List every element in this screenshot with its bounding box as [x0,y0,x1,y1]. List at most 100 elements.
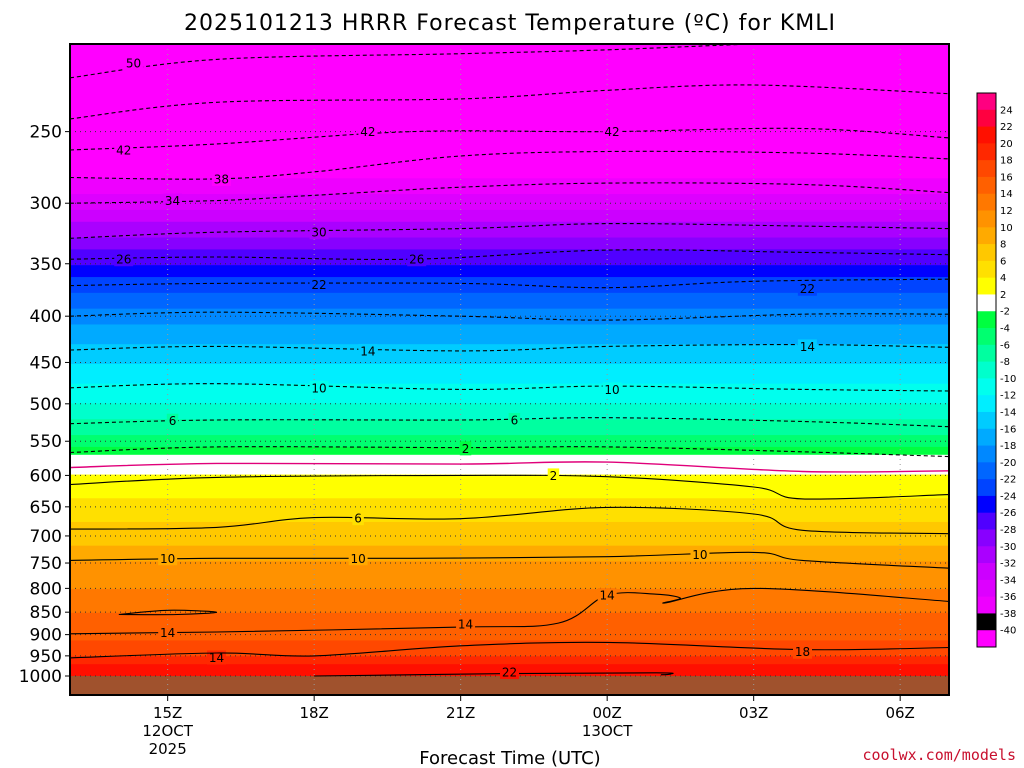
y-tick-label: 250 [30,123,62,143]
temperature-band [70,44,949,49]
temperature-band [70,71,949,77]
temperature-band [70,134,949,140]
colorbar-swatch [977,109,996,127]
colorbar-swatch [977,411,996,430]
temperature-band [70,178,949,183]
temperature-band [70,344,949,349]
colorbar-tick-label: 14 [1000,189,1013,200]
contour-line [70,506,949,535]
temperature-band [70,308,949,314]
temperature-band [70,281,949,286]
contour-label-bg [797,339,817,354]
temperature-band [70,166,949,171]
temperature-band [70,628,949,634]
temperature-band [70,320,949,326]
colorbar-tick-label: 24 [1000,105,1013,116]
temperature-band [70,190,949,195]
contour-label: 18 [795,645,810,659]
temperature-band [70,170,949,175]
temperature-band [70,229,949,235]
temperature-band [70,348,949,353]
contour-label-bg [114,252,134,267]
temperature-band [70,292,949,298]
colorbar-tick-label: -36 [1000,592,1016,603]
contour-label: 42 [116,144,131,158]
colorbar-tick-label: -40 [1000,626,1016,637]
contour-line [70,311,949,321]
temperature-band [70,490,949,495]
temperature-band [70,470,949,476]
temperature-band [70,205,949,211]
temperature-band [70,312,949,318]
temperature-band [70,442,949,448]
colorbar-swatch [977,479,996,497]
contour-label: 10 [692,548,707,562]
temperature-band [70,130,949,136]
temperature-band [70,249,949,254]
colorbar-swatch [977,546,996,564]
temperature-band [70,340,949,345]
colorbar: -40-38-36-34-32-30-28-26-24-22-20-18-16-… [976,92,1016,648]
temperature-band [70,569,949,574]
x-tick-label: 06Z [885,704,914,722]
temperature-band [70,446,949,452]
temperature-band [70,111,949,116]
temperature-band [70,454,949,460]
colorbar-swatch [977,176,996,195]
colorbar-tick-label: -18 [1000,441,1016,452]
temperature-band [70,186,949,191]
contour-label: 30 [311,226,326,240]
colorbar-swatch [977,193,996,211]
temperature-band [70,450,949,456]
temperature-band [70,277,949,282]
contour-label-bg [459,441,472,456]
temperature-band [70,162,949,168]
colorbar-swatch [977,378,996,396]
contour-label-bg [309,225,329,240]
contour-label-bg [793,644,812,659]
temperature-band [70,589,949,594]
contour-label-bg [358,343,378,358]
colorbar-swatch [977,630,996,648]
colorbar-tick-label: -2 [1000,307,1010,318]
colorbar-swatch [977,260,996,279]
temperature-band [70,261,949,266]
y-tick-label: 600 [30,466,62,486]
contour-label-bg [123,56,143,71]
x-tick-label: 2025 [149,740,187,758]
colorbar-tick-label: -4 [1000,324,1010,335]
temperature-band [70,119,949,124]
contour-line [70,249,949,261]
x-tick-label: 21Z [446,704,475,722]
temperature-band [70,561,949,566]
colorbar-swatch [977,210,996,228]
temperature-band [70,640,949,645]
contour-label: 26 [409,253,424,267]
temperature-band [70,600,949,606]
temperature-band [70,502,949,507]
x-tick-label: 00Z [592,704,621,722]
x-tick-label: 12OCT [142,722,193,740]
colorbar-swatch [977,277,996,295]
contour-label-bg [797,281,817,296]
y-tick-label: 400 [30,307,62,327]
temperature-band [70,581,949,586]
colorbar-swatch [977,344,996,363]
temperature-band [70,506,949,511]
colorbar-frame [976,92,997,648]
x-tick-label: 15Z [153,704,182,722]
temperature-band [70,462,949,468]
colorbar-swatch [977,563,996,581]
temperature-band [70,213,949,219]
temperature-band [70,391,949,397]
contour-label: 14 [600,589,615,603]
temperature-band [70,620,949,626]
colorbar-swatch [977,361,996,379]
temperature-band [70,557,949,563]
colorbar-tick-label: -20 [1000,458,1016,469]
colorbar-tick-label: -6 [1000,340,1010,351]
temperature-band [70,95,949,100]
temperature-band [70,217,949,223]
temperature-band [70,103,949,108]
contour-line [70,383,949,392]
